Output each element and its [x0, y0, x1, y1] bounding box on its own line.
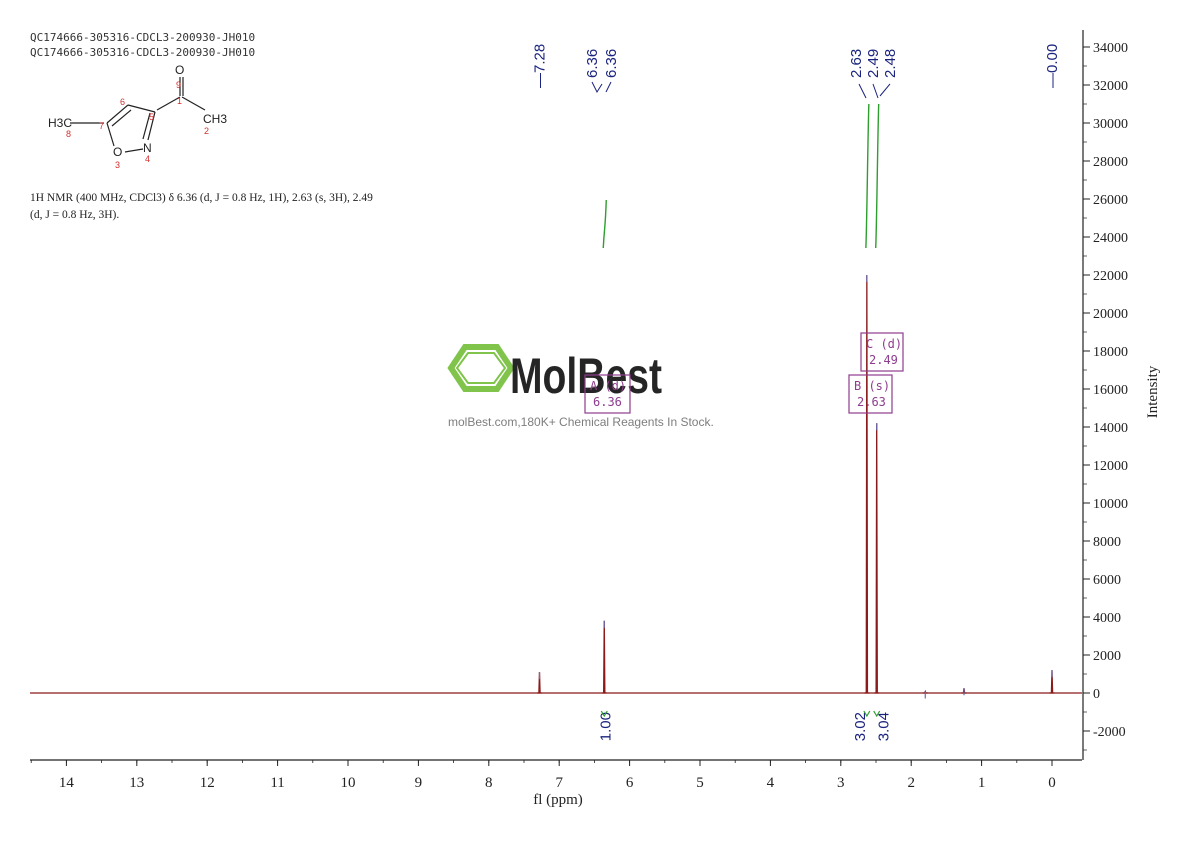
x-tick-label: 7 [555, 775, 563, 791]
sample-id-line-1: QC174666-305316-CDCL3-200930-JH010 [30, 31, 255, 44]
y-tick-label: 12000 [1093, 459, 1128, 474]
atom-o3: O [113, 145, 122, 159]
peak-shift-label: 2.49 [865, 49, 882, 78]
atom-num-8: 8 [66, 129, 71, 139]
y-tick-label: 20000 [1093, 307, 1128, 322]
integral-value: 1.00 [597, 712, 614, 741]
integral-curve [875, 103, 880, 249]
x-tick-label: 10 [341, 775, 356, 791]
y-tick-label: -2000 [1093, 725, 1126, 740]
multiplet-shift: 6.36 [593, 395, 622, 409]
atom-num-2: 2 [204, 126, 209, 136]
y-tick-label: 16000 [1093, 383, 1128, 398]
atom-num-6: 6 [120, 97, 125, 107]
atom-num-1: 1 [177, 96, 182, 106]
integral-curve [865, 103, 870, 249]
y-tick-label: 4000 [1093, 611, 1121, 626]
atom-num-3: 3 [115, 160, 120, 170]
x-tick-label: 1 [978, 775, 986, 791]
x-axis-title: fl (ppm) [533, 792, 583, 808]
integral-curve [602, 199, 607, 249]
atom-o9: O [175, 63, 184, 77]
atom-num-7: 7 [99, 121, 104, 131]
sample-id-line-2: QC174666-305316-CDCL3-200930-JH010 [30, 46, 255, 59]
integral-marker [600, 710, 608, 718]
spectrum-peak [601, 620, 607, 694]
y-tick-label: 10000 [1093, 497, 1128, 512]
y-tick-label: 6000 [1093, 573, 1121, 588]
multiplet-label: C (d) [866, 337, 902, 351]
x-tick-label: 9 [415, 775, 423, 791]
atom-num-9: 9 [176, 80, 181, 90]
spectrum-peak [874, 423, 880, 694]
multiplet-box [860, 332, 904, 372]
label-connector-2-5 [858, 83, 891, 99]
y-tick-label: 0 [1093, 687, 1100, 702]
y-tick-label: 22000 [1093, 269, 1128, 284]
y-tick-label: 18000 [1093, 345, 1128, 360]
peak-shift-label: 6.36 [584, 49, 601, 78]
x-tick-label: 3 [837, 775, 845, 791]
x-tick-label: 0 [1048, 775, 1056, 791]
multiplet-label: A (d) [590, 379, 626, 393]
atom-n: N [143, 141, 152, 155]
multiplet-box [848, 374, 893, 414]
peak-shift-label: —0.00 [1044, 44, 1061, 88]
x-tick-label: 8 [485, 775, 493, 791]
y-tick-label: 34000 [1093, 41, 1128, 56]
peak-shift-label: 2.63 [848, 49, 865, 78]
integral-marker [873, 710, 881, 718]
peak-shift-label: 2.48 [882, 49, 899, 78]
x-tick-label: 12 [200, 775, 215, 791]
multiplet-shift: 2.63 [857, 395, 886, 409]
multiplet-label: B (s) [854, 379, 890, 393]
y-tick-label: 24000 [1093, 231, 1128, 246]
x-tick-label: 14 [59, 775, 75, 791]
x-tick-label: 4 [767, 775, 775, 791]
benzene-logo-icon [447, 344, 515, 392]
x-tick-label: 2 [907, 775, 915, 791]
x-tick-label: 5 [696, 775, 704, 791]
peak-shift-label: 6.36 [603, 49, 620, 78]
molecule-structure: O 9 1 CH3 2 6 5 H3C 7 8 O 3 N 4 [48, 63, 227, 170]
peak-shift-label: —7.28 [531, 44, 548, 88]
y-tick-label: 28000 [1093, 155, 1128, 170]
y-tick-label: 30000 [1093, 117, 1128, 132]
y-axis-title: Intensity [1145, 365, 1161, 418]
watermark-tagline: molBest.com,180K+ Chemical Reagents In S… [448, 415, 714, 429]
atom-num-5: 5 [149, 112, 154, 122]
x-tick-label: 6 [626, 775, 634, 791]
nmr-description-line-2: (d, J = 0.8 Hz, 3H). [30, 209, 119, 221]
multiplet-shift: 2.49 [869, 353, 898, 367]
atom-h3c-left: H3C [48, 116, 72, 130]
integral-value: 3.02 [852, 712, 869, 741]
y-tick-label: 14000 [1093, 421, 1128, 436]
atom-ch3-right: CH3 [203, 112, 227, 126]
y-tick-label: 2000 [1093, 649, 1121, 664]
multiplet-box [584, 374, 631, 414]
y-tick-label: 8000 [1093, 535, 1121, 550]
watermark-brand: MolBest [510, 348, 662, 404]
x-tick-label: 11 [270, 775, 284, 791]
atom-num-4: 4 [145, 154, 150, 164]
x-tick-label: 13 [129, 775, 144, 791]
integral-marker [863, 710, 871, 718]
y-tick-label: 32000 [1093, 79, 1128, 94]
y-tick-label: 26000 [1093, 193, 1128, 208]
label-connector-6-36 [591, 81, 612, 94]
nmr-description-line-1: 1H NMR (400 MHz, CDCl3) δ 6.36 (d, J = 0… [30, 192, 373, 204]
integral-value: 3.04 [876, 712, 893, 741]
molbest-watermark: MolBest molBest.com,180K+ Chemical Reage… [447, 344, 714, 429]
